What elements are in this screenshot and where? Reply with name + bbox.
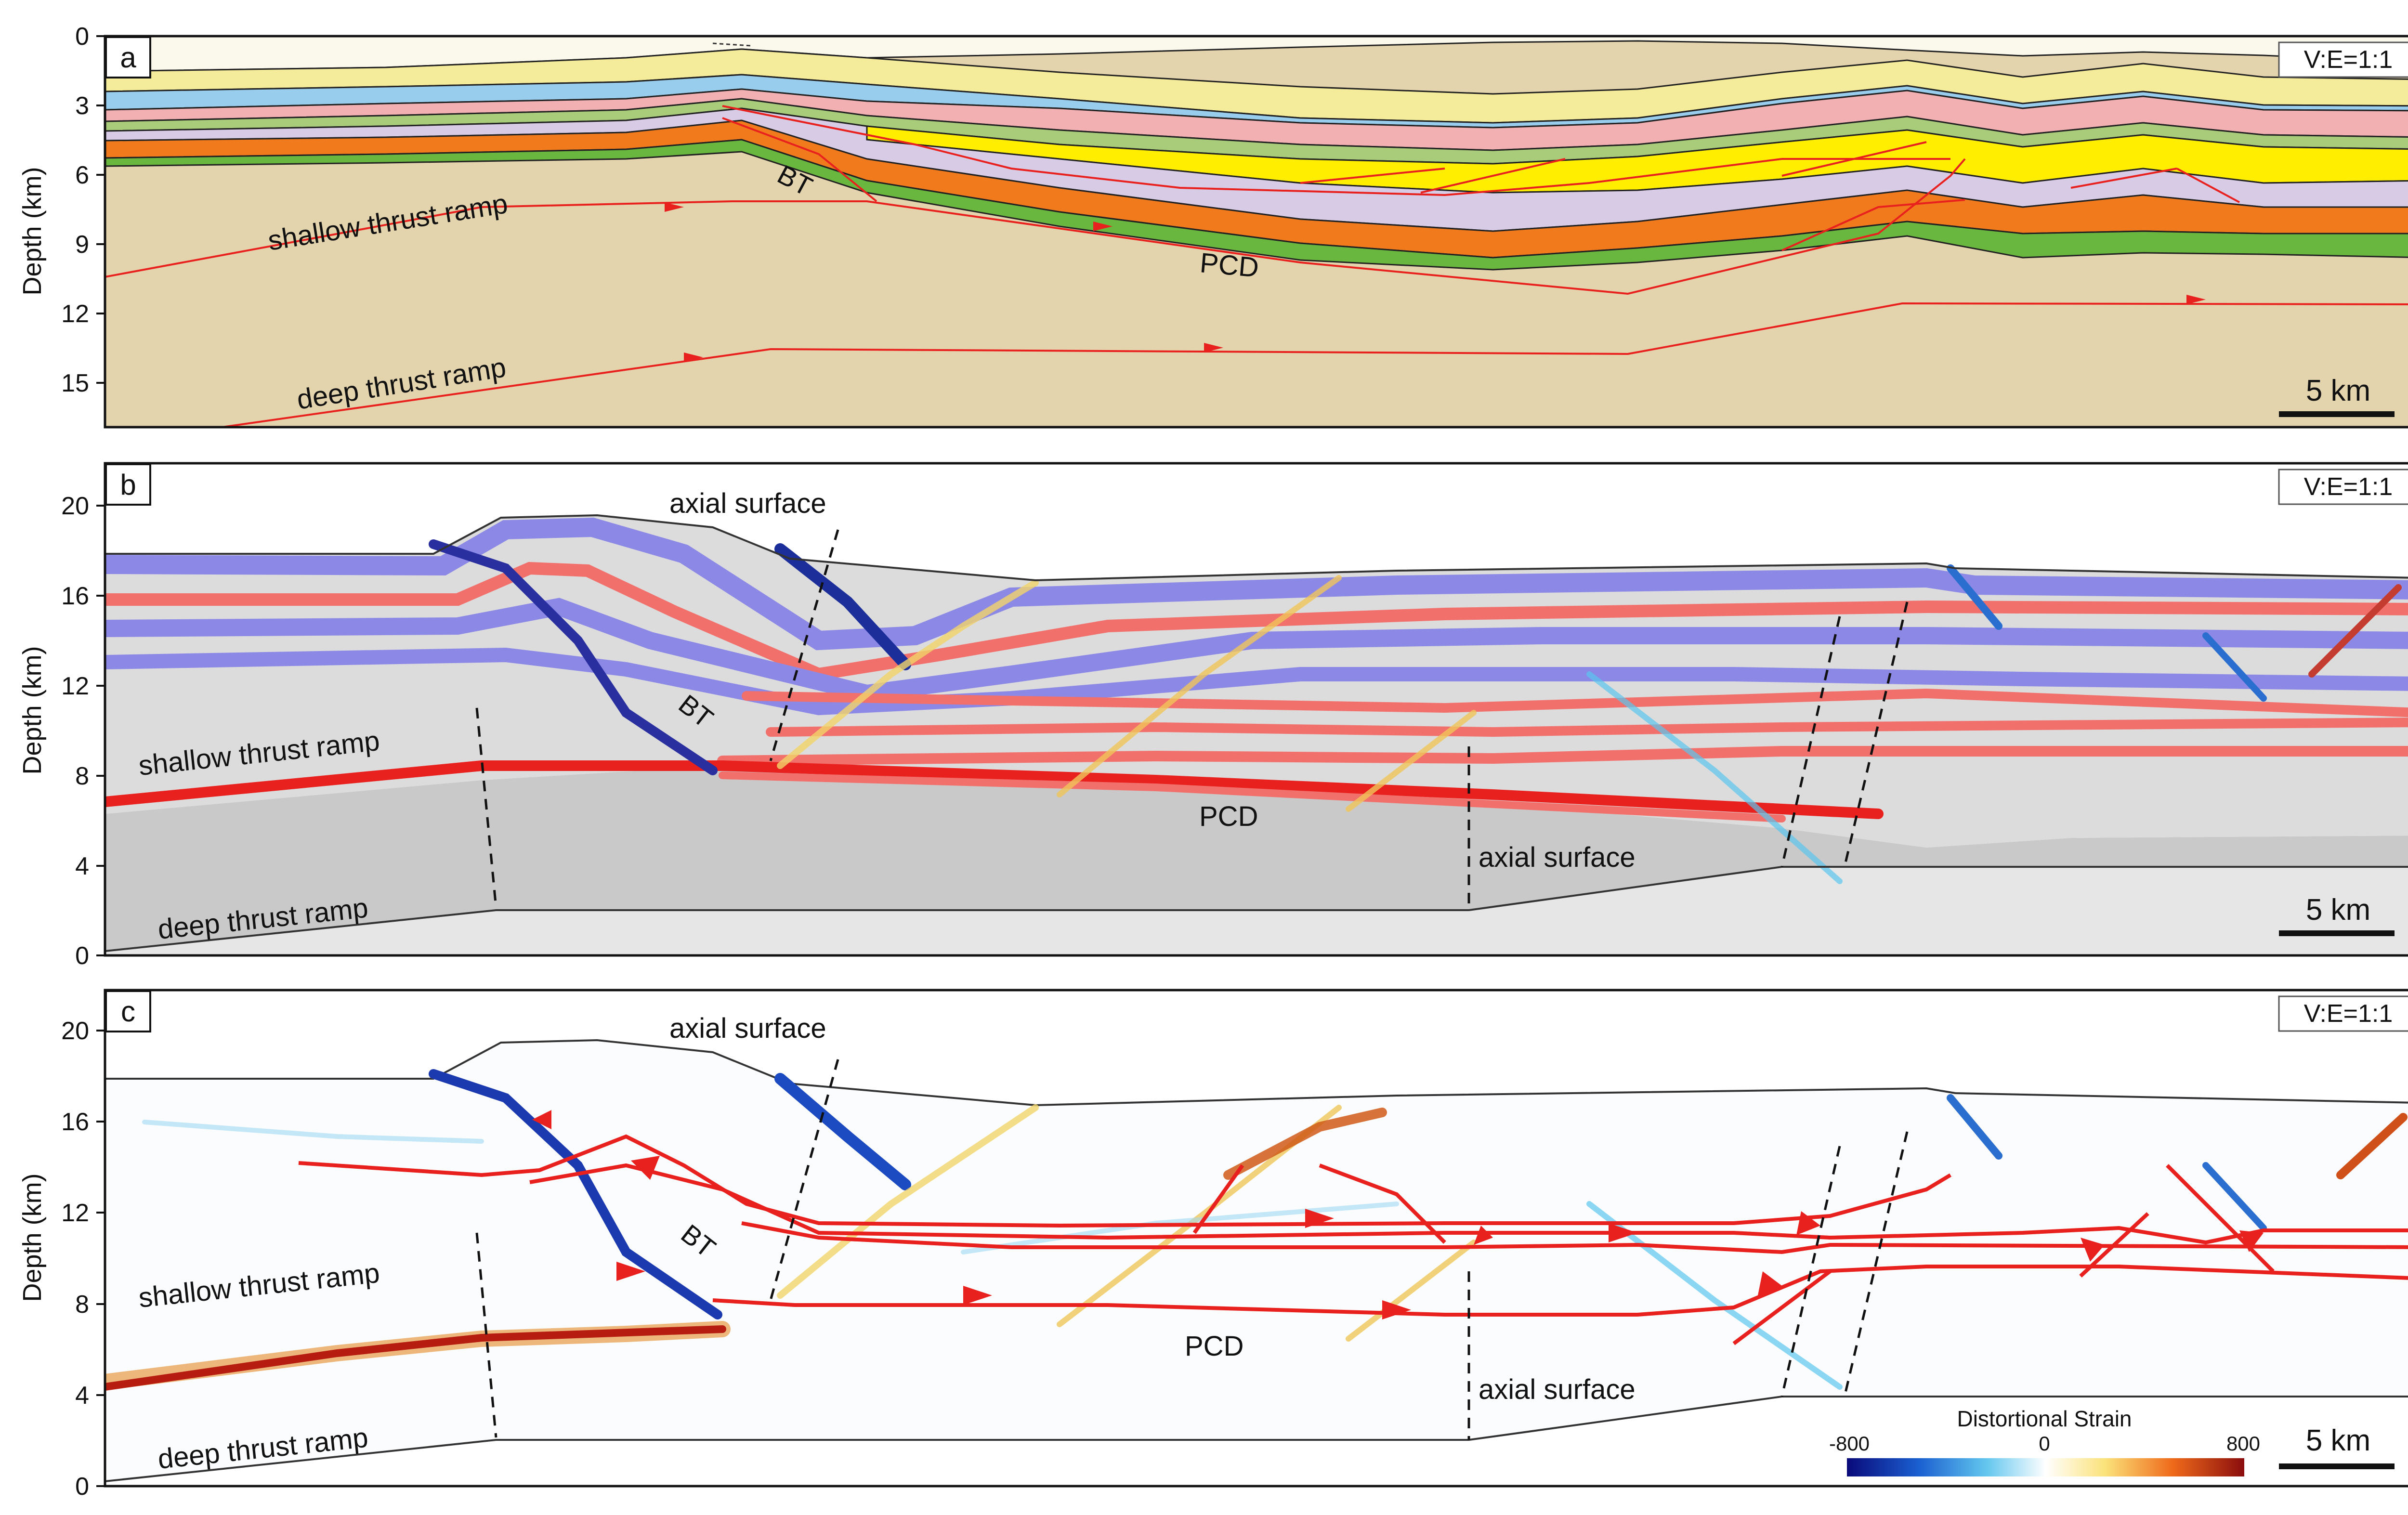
tick-label: 4: [75, 1382, 89, 1410]
panel-c-pcd-label: PCD: [1185, 1331, 1243, 1362]
tick-label: 0: [75, 23, 89, 51]
panel-c-axial-label-1: axial surface: [669, 1013, 826, 1044]
tick-label: 6: [75, 161, 89, 189]
panel-c-ylabel: Depth (km): [18, 1173, 47, 1302]
tick-label: 16: [61, 582, 89, 610]
tick-label: 12: [61, 1199, 89, 1227]
panel-b-letter: b: [120, 469, 136, 501]
tick-label: 9: [75, 231, 89, 259]
axial-surfaces-b: [475, 529, 1909, 910]
tick-label: 12: [61, 672, 89, 700]
panel-b-letter-box: [105, 463, 151, 506]
panel-c-letter-box: [105, 990, 151, 1032]
panel-b-ratio-box: [2278, 469, 2408, 505]
panel-a: Depth (km) 0 3 6 9 12 15 a V:E=1:1 BT sh…: [18, 23, 2408, 429]
panel-a-frame: [104, 35, 2408, 429]
panel-c-axial-label-2: axial surface: [1479, 1374, 1636, 1405]
colorbar-min: -800: [1829, 1432, 1870, 1455]
panel-a-scale-label: 5 km: [2306, 374, 2370, 407]
panel-c-scale-label: 5 km: [2306, 1424, 2370, 1457]
panel-b-ratio: V:E=1:1: [2304, 473, 2393, 501]
model-beds: [105, 517, 2408, 823]
axial-surfaces-c: [475, 1059, 1909, 1440]
panel-c-ratio: V:E=1:1: [2304, 1000, 2393, 1028]
panel-c-ratio-box: [2278, 995, 2408, 1032]
tick-label: 3: [75, 92, 89, 120]
panel-c-letter: c: [121, 995, 135, 1028]
panel-a-fault-arrows: [665, 202, 2206, 362]
panel-b-frame: [104, 462, 2408, 957]
panel-a-letter: a: [120, 41, 136, 74]
panel-a-ratio-box: [2278, 41, 2408, 78]
tick-label: 0: [75, 942, 89, 970]
panel-a-ticks: 0 3 6 9 12 15: [61, 23, 105, 397]
tick-label: 12: [61, 300, 89, 328]
panel-c-model: [105, 990, 2408, 1486]
panel-b-scale-label: 5 km: [2306, 893, 2370, 927]
panel-a-faults: [105, 105, 2408, 427]
panel-a-ratio: V:E=1:1: [2304, 46, 2393, 74]
panel-c-ticks: 20 16 12 8 4 0: [61, 1017, 105, 1501]
panel-b: Depth (km) 20 16 12 8 4 0 b V:E=1:1 axia…: [18, 462, 2408, 970]
model-lower-gray: [105, 766, 2408, 951]
model-domain: [105, 1039, 2408, 1483]
tick-label: 8: [75, 762, 89, 790]
panel-b-model: [105, 463, 2408, 955]
panel-a-cross-section: [105, 36, 2408, 427]
colorbar-max: 800: [2226, 1432, 2260, 1455]
colorbar-gradient: [1847, 1458, 2244, 1476]
tick-label: 16: [61, 1108, 89, 1136]
panel-b-ylabel: Depth (km): [18, 646, 47, 774]
tick-label: 15: [61, 369, 89, 397]
strain-colorbar: Distortional Strain -800 0 800: [1829, 1406, 2260, 1476]
fault-arrows-c: [532, 1110, 2264, 1319]
model-base: [105, 866, 2408, 952]
panel-a-ylabel: Depth (km): [18, 167, 47, 295]
panel-b-pcd-label: PCD: [1199, 801, 1258, 832]
panel-b-ticks: 20 16 12 8 4 0: [61, 492, 105, 970]
model-strain-bands: [429, 539, 2402, 884]
panel-a-pcd-label: PCD: [1199, 247, 1260, 283]
tick-label: 0: [75, 1473, 89, 1501]
model-surface: [105, 514, 2408, 582]
tick-label: 20: [61, 492, 89, 520]
tick-label: 20: [61, 1017, 89, 1045]
panel-b-axial-label-2: axial surface: [1479, 842, 1636, 873]
panel-b-axial-label-1: axial surface: [669, 488, 826, 519]
tick-label: 8: [75, 1291, 89, 1319]
panel-c: Depth (km) 20 16 12 8 4 0 c V:E=1:1 axia…: [18, 989, 2408, 1501]
colorbar-title: Distortional Strain: [1957, 1406, 2132, 1431]
panel-a-letter-box: [105, 36, 151, 78]
interpreted-faults: [298, 1134, 2408, 1345]
panel-c-frame: [104, 989, 2408, 1488]
colorbar-mid: 0: [2039, 1432, 2050, 1455]
tick-label: 4: [75, 852, 89, 880]
